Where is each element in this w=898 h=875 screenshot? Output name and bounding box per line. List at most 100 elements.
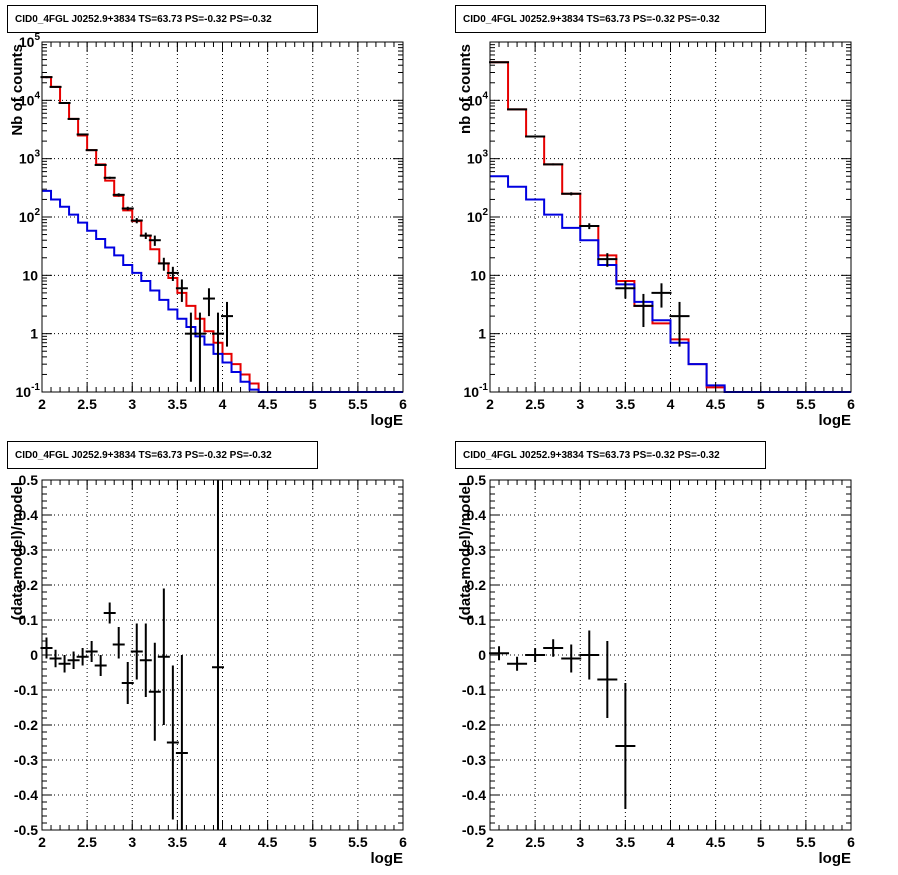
- x-tick-label: 2: [486, 834, 494, 850]
- grid: [42, 480, 403, 830]
- x-tick-label: 2: [38, 834, 46, 850]
- data-point: [507, 108, 528, 111]
- x-tick-label: 5: [309, 834, 317, 850]
- data-point: [112, 627, 125, 659]
- x-tick-label: 6: [399, 834, 407, 850]
- data-point: [112, 193, 125, 197]
- x-tick-label: 5.5: [796, 834, 816, 850]
- x-tick-label: 6: [847, 396, 855, 412]
- y-tick-label: 10-1: [16, 382, 41, 400]
- x-tick-label: 6: [399, 396, 407, 412]
- x-tick-label: 2.5: [525, 396, 545, 412]
- x-tick-label: 4: [667, 396, 675, 412]
- y-tick-label: -0.1: [462, 682, 486, 698]
- y-tick-label: 0: [478, 647, 486, 663]
- y-tick-label: 0.4: [19, 507, 39, 523]
- x-axis-label: logE: [371, 850, 404, 867]
- data-point: [489, 61, 510, 64]
- data-point: [543, 163, 564, 166]
- y-axis-label: Nb of counts: [9, 44, 26, 136]
- x-tick-label: 3.5: [616, 834, 636, 850]
- plot-3: 2 2.5 3 3.5 4 4.5 5 5.5 6 -0.5 -0.4 -0.3 -0.2 -0.1 0 0.…: [9, 472, 407, 867]
- panel-2-title: CID0_4FGL J0252.9+3834 TS=63.73 PS=-0.32…: [455, 5, 766, 33]
- data-point: [148, 642, 161, 741]
- data-point: [615, 683, 636, 809]
- y-tick-label: -0.5: [462, 822, 486, 838]
- data-point: [67, 117, 80, 120]
- y-tick-label: 0.3: [19, 542, 39, 558]
- data-point: [211, 480, 224, 830]
- data-point: [130, 623, 143, 680]
- x-tick-label: 2: [38, 396, 46, 412]
- data-point: [525, 135, 546, 138]
- x-axis-label: logE: [371, 412, 404, 429]
- x-tick-label: 4.5: [258, 396, 278, 412]
- y-tick-label: 104: [467, 90, 489, 108]
- panel-3-title: CID0_4FGL J0252.9+3834 TS=63.73 PS=-0.32…: [7, 441, 318, 469]
- data-point: [94, 655, 107, 676]
- plot-2: 2 2.5 3 3.5 4 4.5 5 5.5 6 10-1 1 10 102 103 104 logE nb …: [457, 41, 855, 429]
- data-point: [157, 588, 170, 725]
- x-tick-label: 5.5: [348, 396, 368, 412]
- data-point: [58, 102, 71, 105]
- y-tick-label: -0.2: [462, 717, 486, 733]
- y-tick-label: 0.2: [19, 577, 39, 593]
- data-point: [579, 630, 600, 680]
- x-tick-label: 5: [757, 834, 765, 850]
- x-tick-label: 3.5: [168, 834, 188, 850]
- data-point: [561, 192, 582, 196]
- data-point: [58, 655, 71, 673]
- x-tick-label: 3.5: [168, 396, 188, 412]
- x-tick-label: 2: [486, 396, 494, 412]
- x-tick-label: 3.5: [616, 396, 636, 412]
- y-tick-label: -0.4: [14, 787, 38, 803]
- y-tick-label: 105: [19, 32, 41, 50]
- y-axis-label: nb of counts: [457, 44, 474, 134]
- y-tick-label: 0.1: [19, 612, 39, 628]
- x-tick-label: 5.5: [348, 834, 368, 850]
- data-point: [579, 223, 600, 230]
- data-point: [76, 133, 89, 136]
- y-tick-label: 0.4: [467, 507, 487, 523]
- data-point: [202, 288, 215, 317]
- data-point: [76, 648, 89, 666]
- data-point: [175, 279, 188, 302]
- data-point: [40, 76, 53, 79]
- y-tick-label: 1: [478, 326, 486, 342]
- x-tick-label: 3: [576, 834, 584, 850]
- x-tick-label: 4: [219, 396, 227, 412]
- y-tick-label: 10: [470, 267, 486, 283]
- y-tick-label: 0: [30, 647, 38, 663]
- y-axis-label: (data-model)/model: [9, 482, 26, 620]
- x-tick-label: 2.5: [77, 834, 97, 850]
- data-point: [67, 651, 80, 669]
- x-tick-label: 4.5: [706, 834, 726, 850]
- data-point: [49, 85, 62, 88]
- data-point: [130, 218, 143, 224]
- data-point: [633, 293, 654, 328]
- y-axis-label: (data-model)/model: [457, 482, 474, 620]
- x-tick-label: 3: [128, 834, 136, 850]
- x-axis-label: logE: [819, 850, 852, 867]
- y-tick-label: 10-1: [464, 382, 489, 400]
- data-point: [103, 602, 116, 624]
- data-point: [669, 301, 690, 347]
- data-point: [221, 301, 234, 347]
- data-point: [157, 257, 170, 271]
- data-point: [489, 646, 510, 661]
- data-point: [103, 176, 116, 179]
- x-tick-label: 5: [757, 396, 765, 412]
- data-point: [85, 149, 98, 152]
- x-tick-label: 5.5: [796, 396, 816, 412]
- data-point: [597, 641, 618, 718]
- histogram-series-2: [42, 189, 403, 393]
- y-tick-label: -0.2: [14, 717, 38, 733]
- y-tick-label: -0.5: [14, 822, 38, 838]
- y-tick-label: 0.5: [19, 472, 39, 488]
- histogram-series-2: [490, 175, 851, 393]
- y-tick-label: -0.3: [462, 752, 486, 768]
- x-tick-label: 4: [219, 834, 227, 850]
- y-tick-label: 0.5: [467, 472, 487, 488]
- panel-1-title: CID0_4FGL J0252.9+3834 TS=63.73 PS=-0.32…: [7, 5, 318, 33]
